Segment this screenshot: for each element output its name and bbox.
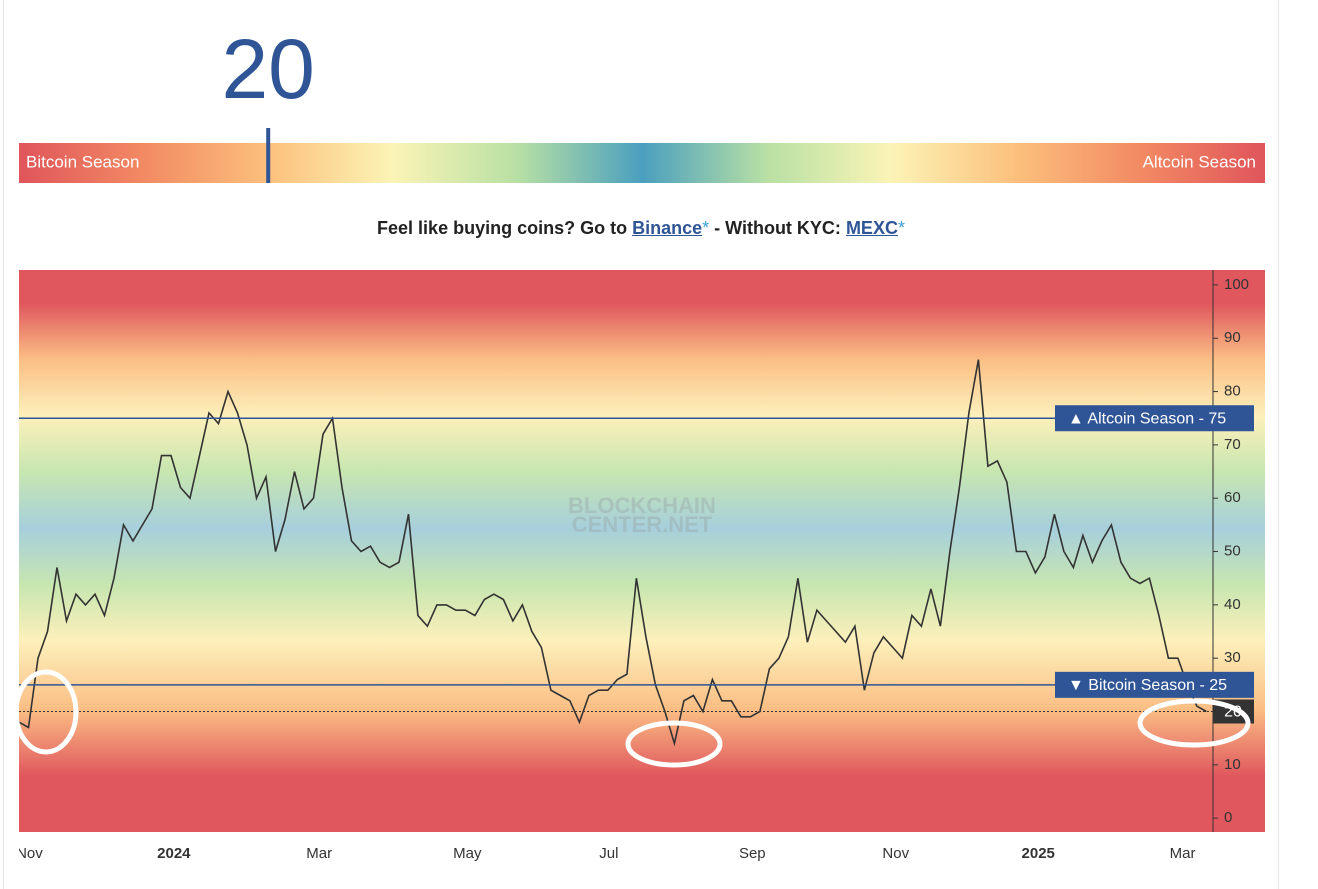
x-tick-label: 2024 — [157, 845, 191, 862]
watermark: BLOCKCHAIN — [568, 493, 716, 518]
x-tick-label: Mar — [1170, 845, 1196, 862]
highlight-circle — [1137, 698, 1251, 748]
y-tick-label: 100 — [1224, 276, 1249, 293]
y-tick-label: 40 — [1224, 596, 1241, 613]
x-tick-label: Nov — [882, 845, 909, 862]
x-tick-label: Jul — [599, 845, 618, 862]
x-tick-label: Sep — [739, 845, 766, 862]
binance-link[interactable]: Binance — [632, 218, 703, 238]
threshold-label-box — [1055, 671, 1254, 698]
promo-text: - Without KYC: — [709, 218, 846, 238]
threshold-label-box — [1055, 405, 1254, 432]
promo: Feel like buying coins? Go to Binance* -… — [0, 218, 1282, 239]
x-tick-label: 2025 — [1022, 845, 1055, 862]
y-tick-label: 0 — [1224, 809, 1232, 826]
y-tick-label: 80 — [1224, 383, 1241, 400]
y-tick-label: 70 — [1224, 436, 1241, 453]
star: * — [897, 218, 905, 238]
x-axis: Nov 2024 Mar May Jul Sep Nov 2025 Mar — [16, 845, 1196, 862]
highlight-circle — [13, 669, 79, 755]
gauge-bar — [19, 143, 1265, 183]
gauge-value: 20 — [221, 22, 314, 116]
card — [3, 0, 1279, 889]
threshold-label: ▼ Bitcoin Season - 25 — [1068, 677, 1227, 694]
promo-text: Feel like buying coins? Go to — [377, 218, 633, 238]
watermark: CENTER.NET — [572, 512, 713, 537]
star: * — [702, 218, 710, 238]
y-tick-label: 10 — [1224, 756, 1241, 773]
gauge-max-label: Altcoin Season — [1143, 152, 1256, 171]
x-tick-label: Nov — [16, 845, 43, 862]
highlight-circle — [625, 720, 723, 768]
x-tick-label: Mar — [306, 845, 332, 862]
gauge-min-label: Bitcoin Season — [26, 152, 139, 171]
y-tick-label: 50 — [1224, 543, 1241, 560]
gauge: Bitcoin Season Altcoin Season 20 — [19, 22, 1265, 183]
y-tick-label: 90 — [1224, 329, 1241, 346]
threshold-label: ▲ Altcoin Season - 75 — [1068, 410, 1226, 427]
plot-background — [19, 270, 1265, 832]
y-tick-label: 30 — [1224, 649, 1241, 666]
y-tick-label: 60 — [1224, 489, 1241, 506]
x-tick-label: May — [453, 845, 482, 862]
mexc-link[interactable]: MEXC — [845, 218, 898, 238]
